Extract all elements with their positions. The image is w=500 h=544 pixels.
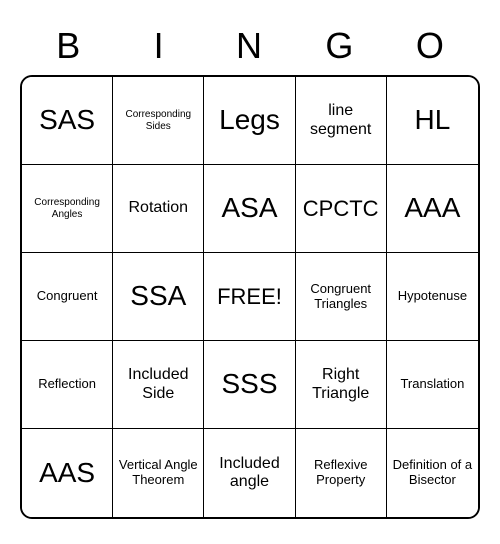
bingo-cell[interactable]: Definition of a Bisector (387, 429, 478, 517)
bingo-cell[interactable]: Congruent Triangles (296, 253, 387, 341)
header-letter-i: I (114, 25, 204, 67)
bingo-cell[interactable]: Included angle (204, 429, 295, 517)
bingo-cell[interactable]: Corresponding Angles (22, 165, 113, 253)
header-letter-n: N (205, 25, 295, 67)
bingo-cell[interactable]: AAA (387, 165, 478, 253)
bingo-header: B I N G O (20, 25, 480, 75)
header-letter-b: B (24, 25, 114, 67)
bingo-cell[interactable]: Right Triangle (296, 341, 387, 429)
bingo-cell[interactable]: Included Side (113, 341, 204, 429)
bingo-cell[interactable]: Legs (204, 77, 295, 165)
bingo-cell[interactable]: Rotation (113, 165, 204, 253)
bingo-cell[interactable]: AAS (22, 429, 113, 517)
bingo-cell[interactable]: Corresponding Sides (113, 77, 204, 165)
bingo-cell[interactable]: ASA (204, 165, 295, 253)
bingo-cell[interactable]: SSS (204, 341, 295, 429)
bingo-cell[interactable]: CPCTC (296, 165, 387, 253)
bingo-cell[interactable]: SAS (22, 77, 113, 165)
bingo-card: B I N G O SAS Corresponding Sides Legs l… (20, 25, 480, 519)
bingo-cell[interactable]: Reflection (22, 341, 113, 429)
bingo-cell[interactable]: Vertical Angle Theorem (113, 429, 204, 517)
bingo-cell[interactable]: line segment (296, 77, 387, 165)
bingo-cell-free[interactable]: FREE! (204, 253, 295, 341)
bingo-cell[interactable]: Reflexive Property (296, 429, 387, 517)
bingo-grid: SAS Corresponding Sides Legs line segmen… (20, 75, 480, 519)
bingo-cell[interactable]: Congruent (22, 253, 113, 341)
bingo-cell[interactable]: HL (387, 77, 478, 165)
bingo-cell[interactable]: Translation (387, 341, 478, 429)
bingo-cell[interactable]: SSA (113, 253, 204, 341)
header-letter-o: O (386, 25, 476, 67)
bingo-cell[interactable]: Hypotenuse (387, 253, 478, 341)
header-letter-g: G (295, 25, 385, 67)
